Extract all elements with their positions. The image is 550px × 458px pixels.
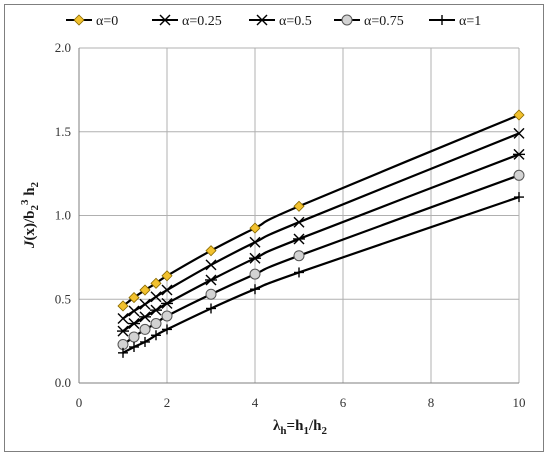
y-tick-label: 1.0 — [55, 208, 71, 223]
series-lines — [122, 113, 520, 354]
series-markers — [117, 109, 525, 358]
data-point — [128, 318, 140, 330]
series-line-4 — [122, 196, 520, 354]
legend-label: α=0 — [96, 14, 118, 29]
data-point — [117, 313, 129, 325]
y-tick-label: 0.0 — [55, 375, 71, 390]
data-point — [205, 245, 217, 257]
data-point — [128, 331, 140, 343]
x-tick-label: 6 — [340, 395, 347, 410]
y-tick-label: 2.0 — [55, 40, 71, 55]
data-point — [513, 127, 525, 139]
data-point — [513, 109, 525, 121]
x-tick-label: 0 — [76, 395, 83, 410]
x-tick-label: 4 — [252, 395, 259, 410]
y-axis-title: J(x)/b23 h2 — [19, 181, 41, 249]
data-point — [205, 288, 217, 300]
data-point — [205, 259, 217, 271]
series-line-1 — [122, 132, 520, 320]
tick-labels: 0 2 4 6 8 10 0.0 0.5 1.0 1.5 2.0 — [55, 40, 526, 410]
data-point — [139, 311, 151, 323]
data-point — [206, 303, 216, 314]
data-point — [139, 284, 151, 296]
legend-marker — [437, 15, 447, 25]
chart-frame — [4, 4, 544, 452]
series-line-0 — [122, 113, 520, 307]
data-point — [128, 305, 140, 317]
legend-label: α=0.75 — [364, 14, 404, 29]
y-tick-label: 1.5 — [55, 124, 71, 139]
data-point — [293, 233, 305, 245]
x-axis-title: λh=h1/h2 — [273, 418, 327, 437]
axes — [78, 48, 519, 384]
data-point — [150, 318, 162, 330]
data-point — [151, 330, 161, 341]
data-point — [161, 310, 173, 322]
data-point — [513, 148, 525, 160]
series-line-2 — [122, 153, 520, 332]
data-point — [150, 277, 162, 289]
legend-marker — [256, 14, 268, 26]
data-point — [150, 291, 162, 303]
legend-label: α=0.25 — [182, 14, 222, 29]
data-point — [117, 300, 129, 312]
data-point — [249, 236, 261, 248]
data-point — [139, 323, 151, 335]
series-line-3 — [122, 174, 520, 346]
data-point — [150, 304, 162, 316]
legend-marker — [159, 14, 171, 26]
data-point — [249, 222, 261, 234]
data-point — [250, 284, 260, 295]
data-point — [293, 200, 305, 212]
data-point — [294, 267, 304, 278]
data-point — [117, 325, 129, 337]
data-point — [249, 252, 261, 264]
data-point — [140, 336, 150, 347]
data-point — [514, 192, 524, 203]
x-tick-label: 10 — [513, 395, 526, 410]
data-point — [118, 347, 128, 358]
data-point — [161, 270, 173, 282]
data-point — [162, 324, 172, 335]
data-point — [128, 292, 140, 304]
data-point — [129, 341, 139, 352]
legend-label: α=1 — [459, 14, 481, 29]
data-point — [249, 268, 261, 280]
legend-marker — [73, 14, 85, 26]
data-point — [513, 169, 525, 181]
legend: α=0 α=0.25 α=0.5 α=0.75 α=1 — [66, 14, 481, 29]
x-tick-label: 2 — [164, 395, 171, 410]
data-point — [139, 298, 151, 310]
data-point — [161, 297, 173, 309]
legend-label: α=0.5 — [279, 14, 312, 29]
data-point — [293, 250, 305, 262]
y-tick-label: 0.5 — [55, 291, 71, 306]
data-point — [293, 216, 305, 228]
x-tick-label: 8 — [428, 395, 435, 410]
legend-marker — [341, 14, 353, 26]
data-point — [205, 274, 217, 286]
data-point — [161, 284, 173, 296]
